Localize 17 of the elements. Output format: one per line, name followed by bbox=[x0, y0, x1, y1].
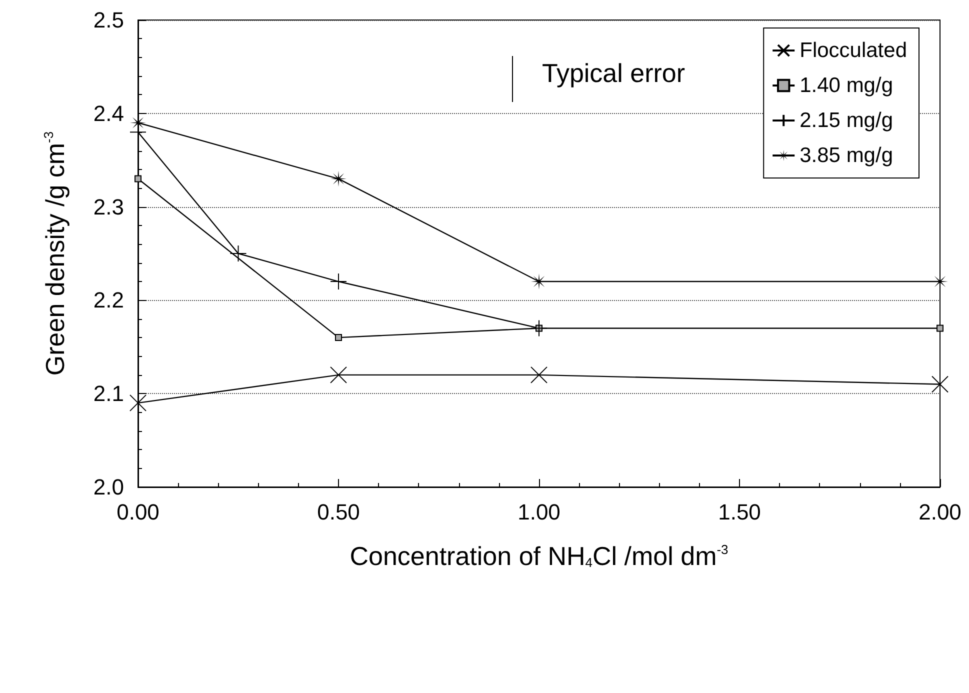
legend-label: 3.85 mg/g bbox=[800, 144, 894, 167]
x-tick-label: 0.50 bbox=[317, 500, 360, 524]
legend-label: Flocculated bbox=[800, 39, 907, 62]
x-tick-label: 1.00 bbox=[518, 500, 560, 524]
y-tick-label: 2.0 bbox=[93, 474, 124, 500]
x-tick-label: 0.00 bbox=[116, 500, 160, 524]
annotation: Typical error bbox=[542, 58, 686, 88]
y-tick-label: 2.2 bbox=[93, 288, 124, 313]
legend-label: 1.40 mg/g bbox=[800, 74, 894, 97]
y-tick-label: 2.4 bbox=[93, 100, 124, 126]
y-tick-label: 2.1 bbox=[93, 381, 124, 406]
y-tick-label: 2.3 bbox=[93, 194, 124, 220]
y-tick-label: 2.5 bbox=[93, 8, 124, 32]
y-axis-title: Green density /g cm-3 bbox=[40, 131, 70, 376]
x-tick-label: 2.00 bbox=[918, 500, 962, 524]
legend-label: 2.15 mg/g bbox=[800, 109, 894, 132]
x-tick-label: 1.50 bbox=[718, 500, 761, 524]
